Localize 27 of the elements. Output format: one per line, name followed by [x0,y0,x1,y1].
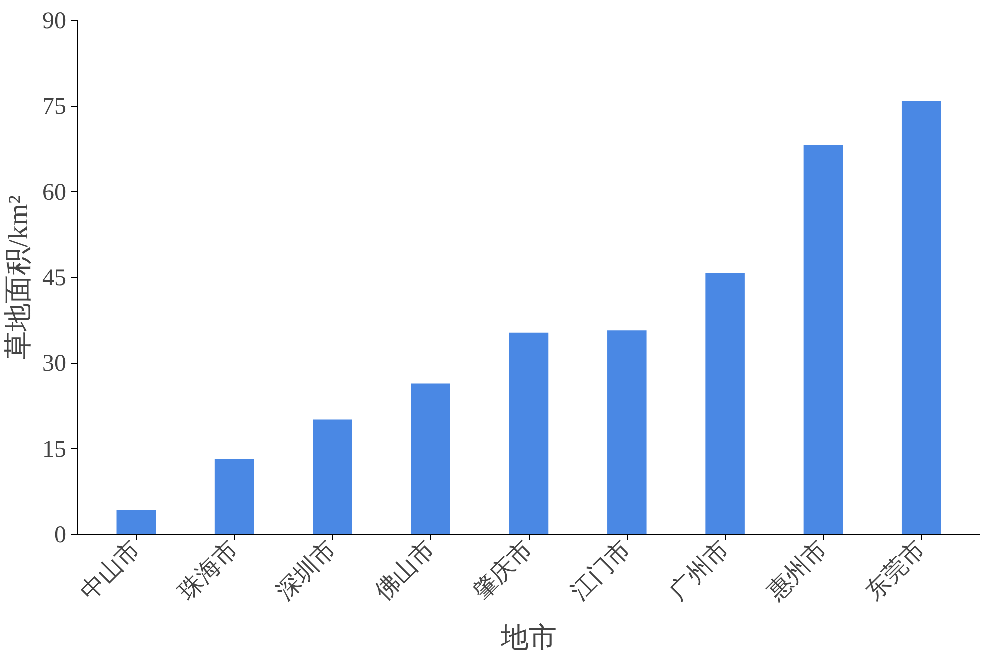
x-tick-label: 惠州市 [762,536,833,606]
bar [902,101,942,534]
x-tick-label: 深圳市 [272,536,342,606]
x-tick-label: 佛山市 [370,536,440,606]
x-axis-title: 地市 [500,622,557,654]
bar [509,332,549,534]
bar [116,510,156,534]
y-axis-title: 草地面积/km² [4,196,34,360]
bar [411,384,450,534]
x-tick-label: 中山市 [76,536,146,606]
bar [608,330,647,534]
bar [804,145,844,534]
bar [313,420,352,534]
y-tick-label: 60 [42,180,66,206]
y-tick-label: 45 [42,266,66,292]
x-tick-label: 江门市 [566,536,636,606]
y-tick-label: 75 [42,94,66,120]
x-tick-label: 肇庆市 [468,536,538,606]
y-tick-label: 30 [42,351,66,378]
y-tick-label: 90 [42,8,66,34]
bar [706,274,745,534]
x-tick-label: 东莞市 [860,536,931,606]
y-tick-label: 0 [54,522,66,548]
y-tick-label: 15 [42,436,66,463]
x-tick-label: 广州市 [664,536,734,606]
x-tick-label: 珠海市 [174,536,244,606]
bar [214,459,254,534]
